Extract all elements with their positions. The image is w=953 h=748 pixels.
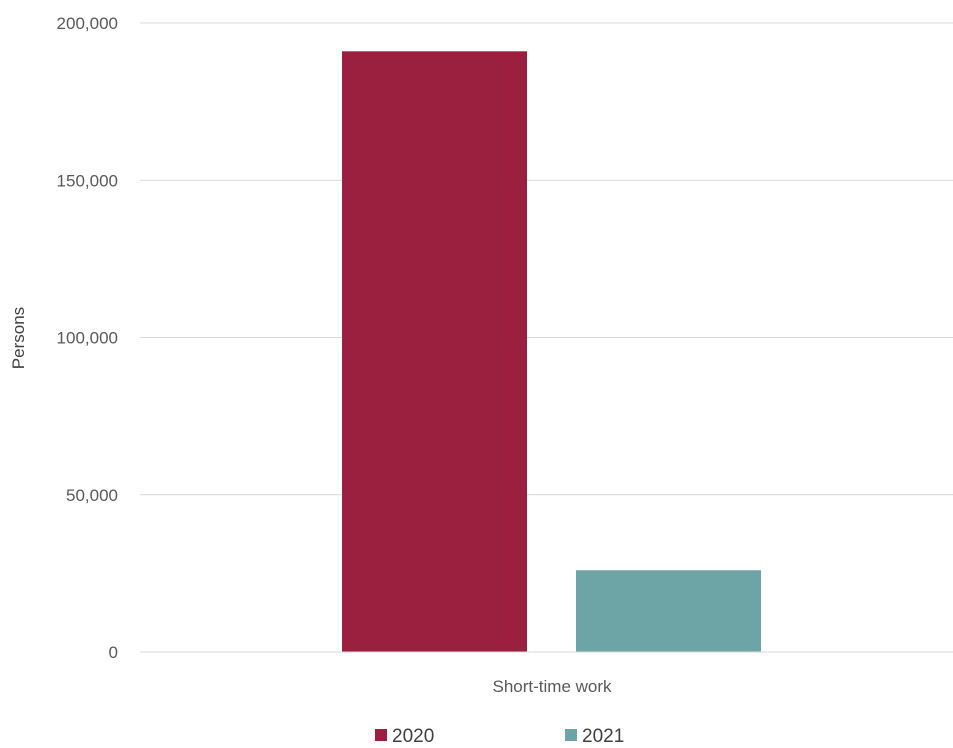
legend-label-2021: 2021 [582,726,624,747]
x-category-label: Short-time work [492,677,612,696]
y-tick-label: 200,000 [57,14,118,33]
y-tick-label: 0 [109,643,118,662]
gridlines [140,22,953,496]
bar-2021 [576,570,761,652]
legend: 2020 2021 [375,726,624,747]
y-axis-ticks: 0 50,000 100,000 150,000 200,000 [57,14,118,662]
y-tick-label: 100,000 [57,329,118,348]
legend-label-2020: 2020 [392,726,434,747]
bars [342,51,761,653]
y-axis-title: Persons [9,307,28,369]
legend-swatch-2021 [565,729,577,741]
legend-swatch-2020 [375,729,387,741]
y-tick-label: 150,000 [57,171,118,190]
bar-2020 [342,51,527,653]
y-tick-label: 50,000 [66,486,118,505]
